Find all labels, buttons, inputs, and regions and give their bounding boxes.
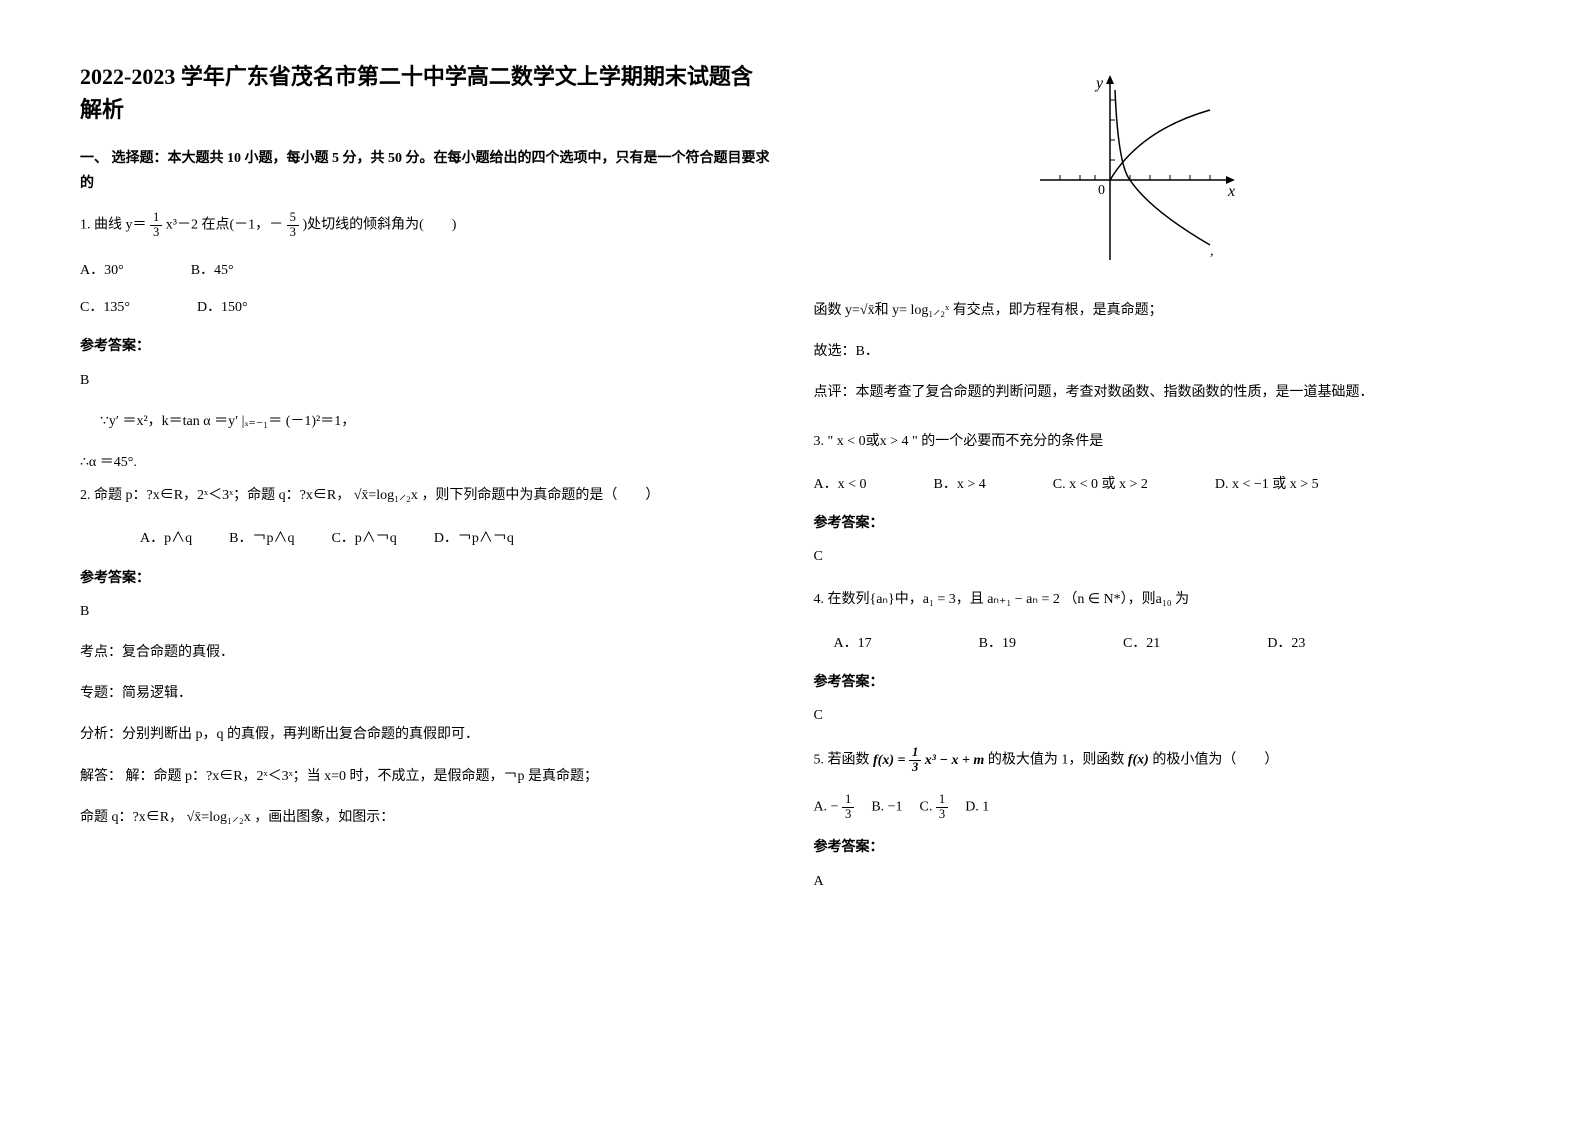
q1-frac1: 1 3 bbox=[150, 211, 162, 240]
q5-formula2: f(x) bbox=[1128, 753, 1149, 768]
q1-frac2: 5 3 bbox=[287, 211, 299, 240]
q1-optA: A．30° bbox=[80, 263, 124, 278]
svg-text:x: x bbox=[1227, 183, 1235, 200]
q1-stem-prefix: 1. 曲线 y＝ bbox=[80, 218, 147, 233]
question-2: 2. 命题 p：?x∈R，2ˣ＜3ˣ；命题 q：?x∈R， √x̄=log₁⸝₂… bbox=[80, 483, 774, 508]
q5-optD: D. 1 bbox=[965, 799, 989, 814]
q1-options: A．30° B．45° bbox=[80, 258, 774, 283]
col2-exp-graph: 函数 y=√x̄和 y= log₁⸝₂ˣ 有交点，即方程有根，是真命题； bbox=[814, 298, 1508, 323]
q2-exp5-formula: √x̄=log₁⸝₂x bbox=[187, 810, 251, 825]
q4-optA: A．17 bbox=[834, 636, 872, 651]
q1-answer-label: 参考答案： bbox=[80, 334, 774, 359]
q5-optA-prefix: A. − bbox=[814, 799, 839, 814]
q3-stem: 3. " x < 0或x > 4 " 的一个必要而不充分的条件是 bbox=[814, 434, 1104, 449]
svg-text:,: , bbox=[1210, 244, 1214, 259]
q2-exp5-suffix: ，画出图象，如图示： bbox=[254, 810, 394, 825]
q5-stem-mid: 的极大值为 1，则函数 bbox=[988, 753, 1128, 768]
q2-optB: B．￢p∧q bbox=[229, 531, 294, 546]
q2-exp2: 专题：简易逻辑． bbox=[80, 681, 774, 706]
q3-optA: A．x < 0 bbox=[814, 477, 867, 492]
question-3: 3. " x < 0或x > 4 " 的一个必要而不充分的条件是 bbox=[814, 429, 1508, 454]
col2-exp-suffix: 有交点，即方程有根，是真命题； bbox=[953, 303, 1163, 318]
q2-stem-prefix: 2. 命题 p：?x∈R，2ˣ＜3ˣ；命题 q：?x∈R， bbox=[80, 488, 350, 503]
svg-text:y: y bbox=[1094, 75, 1104, 92]
q5-optB: B. −1 bbox=[871, 799, 902, 814]
col2-exp-prefix: 函数 y=√x̄和 y= bbox=[814, 303, 907, 318]
q5-stem-prefix: 5. 若函数 bbox=[814, 753, 870, 768]
q1-optB: B．45° bbox=[191, 263, 234, 278]
q4-optB: B．19 bbox=[979, 636, 1016, 651]
q2-exp5: 命题 q：?x∈R， √x̄=log₁⸝₂x ，画出图象，如图示： bbox=[80, 805, 774, 830]
section-1-heading: 一、 选择题：本大题共 10 小题，每小题 5 分，共 50 分。在每小题给出的… bbox=[80, 146, 774, 196]
col2-exp-formula: log₁⸝₂ˣ bbox=[910, 303, 949, 318]
question-4: 4. 在数列{aₙ}中，a₁ = 3，且 aₙ₊₁ − aₙ = 2 （n ∈ … bbox=[814, 587, 1508, 612]
q3-optB: B．x > 4 bbox=[934, 477, 986, 492]
q3-options: A．x < 0 B．x > 4 C. x < 0 或 x > 2 D. x < … bbox=[814, 472, 1508, 497]
q4-optD: D．23 bbox=[1267, 636, 1305, 651]
q5-answer: A bbox=[814, 869, 1508, 894]
q2-exp4: 解答： 解：命题 p：?x∈R，2ˣ＜3ˣ；当 x=0 时，不成立，是假命题，￢… bbox=[80, 764, 774, 789]
question-5: 5. 若函数 f(x) = 1 3 x³ − x + m 的极大值为 1，则函数… bbox=[814, 746, 1508, 775]
q2-answer: B bbox=[80, 599, 774, 624]
q2-answer-label: 参考答案： bbox=[80, 566, 774, 591]
q1-stem-suffix: )处切线的倾斜角为( ) bbox=[302, 218, 456, 233]
svg-text:0: 0 bbox=[1098, 183, 1105, 198]
q5-formula-rhs: x³ − x + m bbox=[925, 753, 985, 768]
q1-answer: B bbox=[80, 368, 774, 393]
q4-answer: C bbox=[814, 703, 1508, 728]
q2-optC: C．p∧￢q bbox=[331, 531, 396, 546]
q2-exp3: 分析：分别判断出 p，q 的真假，再判断出复合命题的真假即可． bbox=[80, 722, 774, 747]
q3-answer: C bbox=[814, 544, 1508, 569]
q1-options-2: C．135° D．150° bbox=[80, 295, 774, 320]
q5-optC-frac: 1 3 bbox=[936, 793, 948, 822]
q3-answer-label: 参考答案： bbox=[814, 511, 1508, 536]
q4-stem: 4. 在数列{aₙ}中，a₁ = 3，且 aₙ₊₁ − aₙ = 2 （n ∈ … bbox=[814, 592, 1190, 607]
q5-options: A. − 1 3 B. −1 C. 1 3 D. 1 bbox=[814, 793, 1508, 822]
left-column: 2022-2023 学年广东省茂名市第二十中学高二数学文上学期期末试题含解析 一… bbox=[80, 60, 774, 1062]
q1-optD: D．150° bbox=[197, 300, 248, 315]
q4-optC: C．21 bbox=[1123, 636, 1160, 651]
q2-optD: D．￢p∧￢q bbox=[434, 531, 514, 546]
q2-stem-suffix: ，则下列命题中为真命题的是（ ） bbox=[421, 488, 659, 503]
graph-container: y x 0 , bbox=[814, 70, 1508, 270]
q3-optD: D. x < −1 或 x > 5 bbox=[1215, 477, 1319, 492]
q2-exp1: 考点：复合命题的真假． bbox=[80, 640, 774, 665]
q3-optC: C. x < 0 或 x > 2 bbox=[1053, 477, 1148, 492]
q5-stem-suffix: 的极小值为（ ） bbox=[1152, 753, 1278, 768]
q1-exp1: ∵y′ ＝x²，k＝tan α ＝y′ |ₓ₌₋₁＝ (－1)²＝1， bbox=[100, 409, 774, 434]
q5-optA-frac: 1 3 bbox=[842, 793, 854, 822]
q2-optA: A．p∧q bbox=[140, 531, 192, 546]
q2-formula: √x̄=log₁⸝₂x bbox=[354, 488, 418, 503]
right-column: y x 0 , 函数 y bbox=[814, 60, 1508, 1062]
q5-optC-prefix: C. bbox=[920, 799, 936, 814]
function-graph: y x 0 , bbox=[1030, 70, 1290, 270]
q1-exp2: ∴α ＝45°. bbox=[80, 450, 774, 475]
question-1: 1. 曲线 y＝ 1 3 x³－2 在点(－1，－ 5 3 )处切线的倾斜角为(… bbox=[80, 211, 774, 240]
q2-exp5-prefix: 命题 q：?x∈R， bbox=[80, 810, 183, 825]
q1-optC: C．135° bbox=[80, 300, 130, 315]
q5-formula-lhs: f(x) = bbox=[873, 753, 909, 768]
q2-options: A．p∧q B．￢p∧q C．p∧￢q D．￢p∧￢q bbox=[140, 526, 774, 551]
col2-conclusion: 故选：B． bbox=[814, 339, 1508, 364]
q4-answer-label: 参考答案： bbox=[814, 670, 1508, 695]
q5-frac: 1 3 bbox=[909, 746, 921, 775]
q4-options: A．17 B．19 C．21 D．23 bbox=[834, 631, 1508, 656]
q1-stem-mid: x³－2 在点(－1，－ bbox=[166, 218, 283, 233]
q5-answer-label: 参考答案： bbox=[814, 835, 1508, 860]
col2-comment: 点评：本题考查了复合命题的判断问题，考查对数函数、指数函数的性质，是一道基础题． bbox=[814, 380, 1508, 405]
document-title: 2022-2023 学年广东省茂名市第二十中学高二数学文上学期期末试题含解析 bbox=[80, 60, 774, 126]
